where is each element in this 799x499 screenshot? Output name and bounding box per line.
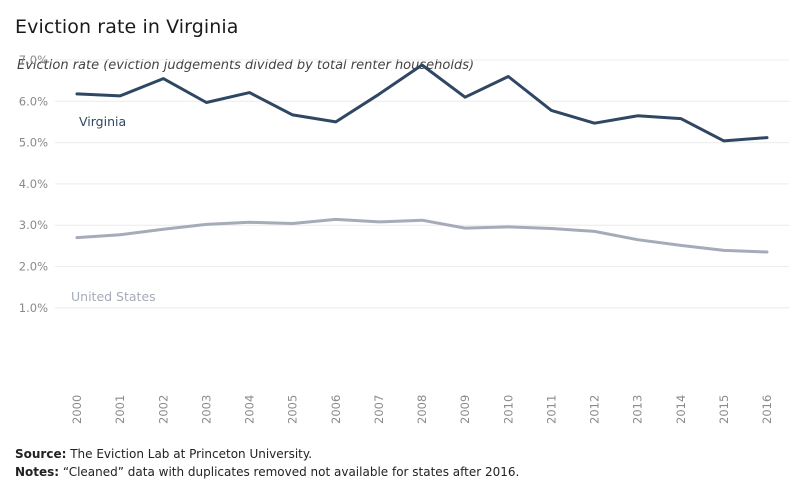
footer-notes: Notes: “Cleaned” data with duplicates re…	[15, 465, 519, 479]
x-tick-label: 2000	[70, 395, 84, 424]
chart-title: Eviction rate in Virginia	[15, 16, 239, 38]
x-tick-label: 2012	[588, 395, 602, 424]
source-text: The Eviction Lab at Princeton University…	[66, 447, 313, 461]
x-tick-label: 2016	[760, 395, 774, 424]
notes-label: Notes:	[15, 465, 60, 479]
line-chart: 1.0% 2.0% 3.0% 4.0% 5.0% 6.0% 7.0% Virginia Uni…	[19, 53, 789, 424]
x-tick-label: 2005	[286, 395, 300, 424]
x-tick-label: 2006	[329, 395, 343, 424]
notes-text: “Cleaned” data with duplicates removed n…	[59, 465, 520, 479]
series-line-virginia	[75, 63, 769, 143]
x-tick-label: 2008	[415, 395, 429, 424]
y-tick-label: 7.0%	[19, 53, 48, 67]
x-tick-label: 2015	[717, 395, 731, 424]
x-axis-ticks: 2000 2001 2002 2003 2004 2005 2006 2007 2008 2009…	[70, 395, 774, 424]
footer-source: Source: The Eviction Lab at Princeton Un…	[15, 447, 312, 461]
x-tick-label: 2010	[501, 395, 515, 424]
series-line-united-states	[75, 217, 769, 254]
source-label: Source:	[15, 447, 67, 461]
series-label-virginia: Virginia	[79, 114, 126, 129]
y-tick-label: 2.0%	[19, 260, 48, 274]
x-tick-label: 2013	[631, 395, 645, 424]
y-tick-label: 1.0%	[19, 301, 48, 315]
y-tick-label: 4.0%	[19, 177, 48, 191]
y-tick-label: 3.0%	[19, 218, 48, 232]
y-tick-label: 5.0%	[19, 136, 48, 150]
grid-layer	[55, 59, 789, 309]
x-tick-label: 2009	[458, 395, 472, 424]
x-tick-label: 2003	[199, 395, 213, 424]
x-tick-label: 2011	[544, 395, 558, 424]
series-label-united-states: United States	[71, 289, 156, 304]
x-tick-label: 2004	[243, 395, 257, 424]
x-tick-label: 2007	[372, 395, 386, 424]
x-tick-label: 2001	[113, 395, 127, 424]
series-labels: Virginia United States	[71, 114, 156, 304]
series-layer	[75, 63, 769, 254]
chart-subtitle: Eviction rate (eviction judgements divid…	[17, 58, 475, 73]
x-tick-label: 2014	[674, 395, 688, 424]
x-tick-label: 2002	[156, 395, 170, 424]
y-tick-label: 6.0%	[19, 94, 48, 108]
y-axis-ticks: 1.0% 2.0% 3.0% 4.0% 5.0% 6.0% 7.0%	[19, 53, 48, 315]
